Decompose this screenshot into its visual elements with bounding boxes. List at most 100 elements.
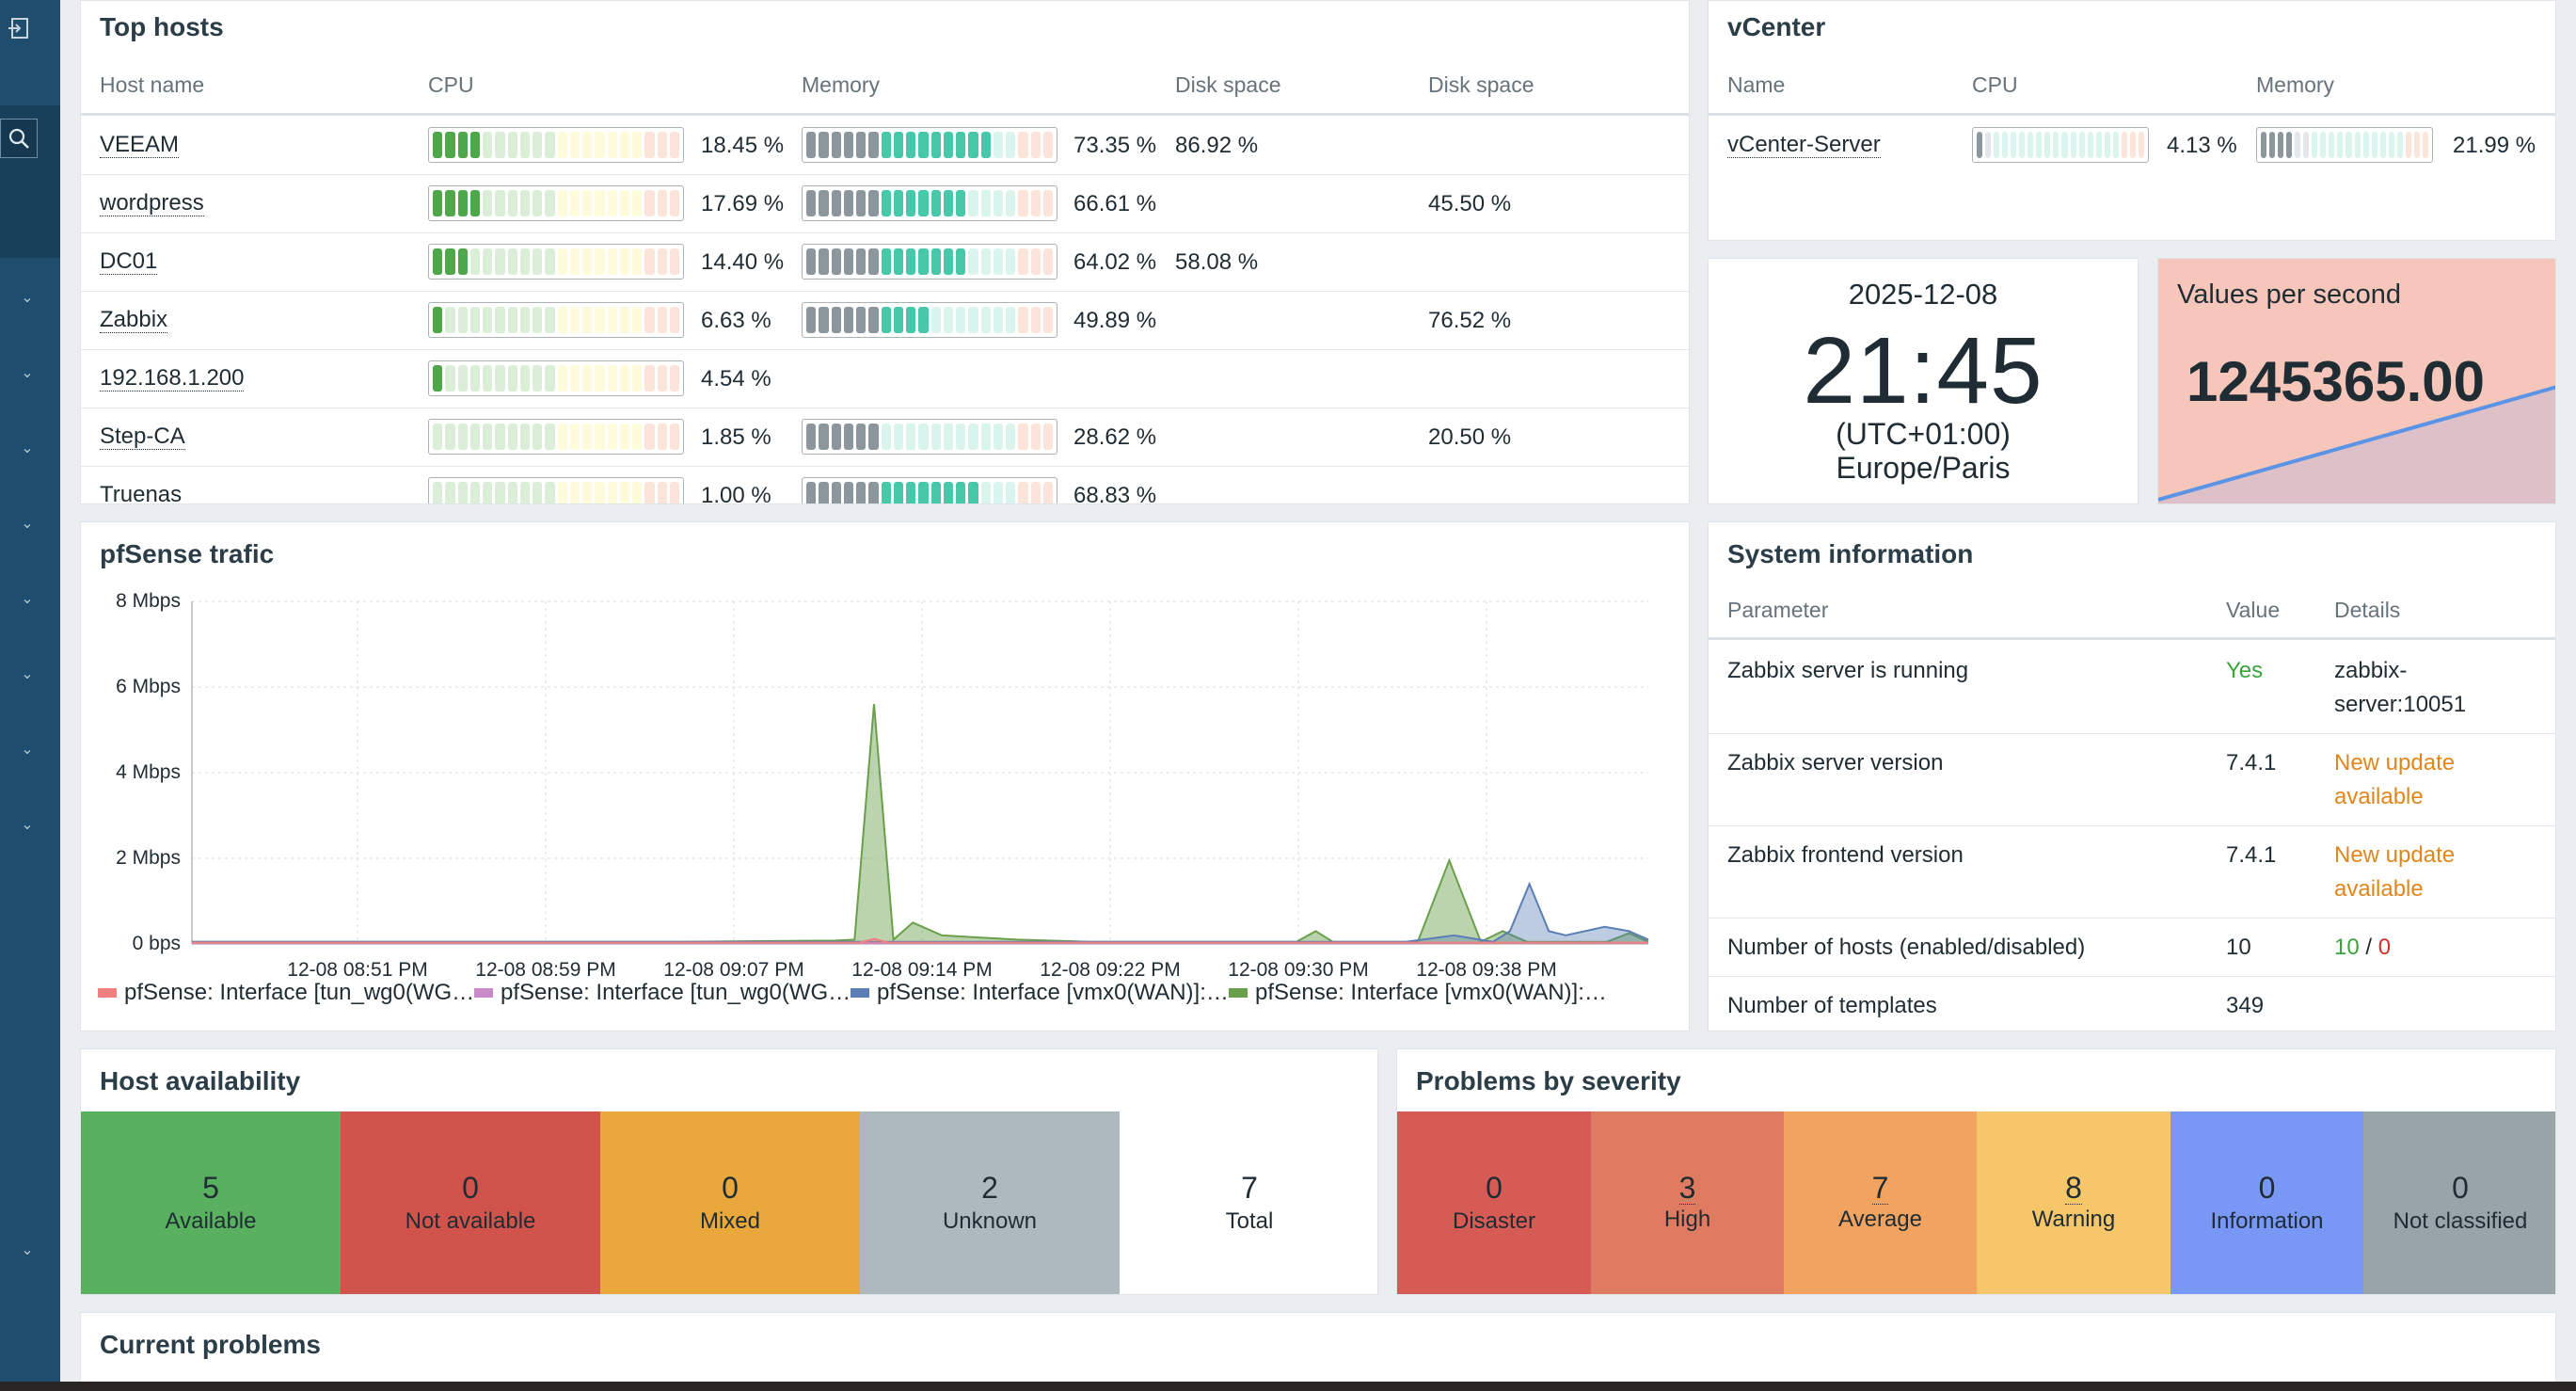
update-link[interactable]: New update available <box>2334 842 2456 902</box>
usage-bar-segment <box>533 482 543 504</box>
legend-item[interactable]: pfSense: Interface [tun_wg0(WG… <box>98 980 474 1006</box>
availability-mixed[interactable]: 0 Mixed <box>600 1111 860 1294</box>
usage-bar-segment <box>819 482 829 504</box>
usage-bar-segment <box>906 248 916 275</box>
chevron-down-icon[interactable]: ⌄ <box>21 290 34 306</box>
severity-high[interactable]: 3 High <box>1591 1111 1784 1294</box>
tile-label: Mixed <box>699 1208 761 1234</box>
usage-bar-segment <box>595 190 605 216</box>
host-name-link[interactable]: 192.168.1.200 <box>100 365 245 392</box>
disk-space-value: 45.50 % <box>1428 191 1512 216</box>
column-header-cpu[interactable]: CPU <box>428 72 474 97</box>
column-header-disk-space[interactable]: Disk space <box>1175 72 1281 97</box>
tile-count[interactable]: 8 <box>2065 1170 2082 1205</box>
header-divider <box>1709 637 2555 640</box>
param-label: Zabbix server is running <box>1727 658 1969 683</box>
host-availability-widget: Host availability 5 Available 0 Not avai… <box>80 1048 1378 1295</box>
usage-bar-segment <box>881 307 891 333</box>
chevron-down-icon[interactable]: ⌄ <box>21 440 34 456</box>
host-name-link[interactable]: VEEAM <box>100 132 180 158</box>
host-name-link[interactable]: Step-CA <box>100 424 185 450</box>
usage-bar-segment <box>582 190 593 216</box>
usage-bar-segment <box>2269 132 2276 158</box>
column-header-cpu[interactable]: CPU <box>1972 72 2018 97</box>
legend-item[interactable]: pfSense: Interface [vmx0(WAN)]:… <box>851 980 1229 1006</box>
update-link[interactable]: New update available <box>2334 750 2456 809</box>
severity-not-classified[interactable]: 0 Not classified <box>2363 1111 2555 1294</box>
chevron-down-icon[interactable]: ⌄ <box>21 666 34 682</box>
usage-bar-segment <box>893 190 903 216</box>
column-header-disk-space[interactable]: Disk space <box>1428 72 1534 97</box>
usage-bar <box>802 127 1057 163</box>
x-tick-label: 12-08 09:38 PM <box>1416 959 1557 981</box>
chevron-down-icon[interactable]: ⌄ <box>21 516 34 532</box>
severity-disaster[interactable]: 0 Disaster <box>1397 1111 1591 1294</box>
chevron-down-icon[interactable]: ⌄ <box>21 817 34 833</box>
availability-unknown[interactable]: 2 Unknown <box>860 1111 1120 1294</box>
search-icon[interactable] <box>0 119 38 158</box>
hosts-enabled: 10 <box>2334 935 2360 960</box>
column-header-name[interactable]: Name <box>1727 72 1786 97</box>
usage-bar-segment <box>644 424 655 450</box>
usage-bar-segment <box>968 190 978 216</box>
usage-bar-segment <box>483 248 493 275</box>
usage-bar-segment <box>906 424 916 450</box>
usage-bar-segment <box>507 365 517 392</box>
usage-bar <box>1972 127 2149 163</box>
legend-item[interactable]: pfSense: Interface [tun_wg0(WG… <box>474 980 851 1006</box>
host-name-link[interactable]: Truenas <box>100 483 182 504</box>
usage-bar-segment <box>1006 190 1016 216</box>
usage-bar-segment <box>930 424 941 450</box>
chevron-down-icon[interactable]: ⌄ <box>21 365 34 381</box>
availability-available[interactable]: 5 Available <box>81 1111 341 1294</box>
chevron-down-icon[interactable]: ⌄ <box>21 742 34 758</box>
values-per-second-value: 1245365.00 <box>2186 350 2485 413</box>
usage-bar-segment <box>806 424 817 450</box>
cpu-value: 17.69 % <box>701 191 785 216</box>
usage-bar-segment <box>2345 132 2352 158</box>
tile-count[interactable]: 3 <box>1678 1170 1696 1205</box>
usage-bar-segment <box>2027 132 2034 158</box>
usage-bar-segment <box>2303 132 2310 158</box>
tile-label: Unknown <box>942 1208 1038 1234</box>
usage-bar-segment <box>433 365 443 392</box>
severity-information[interactable]: 0 Information <box>2171 1111 2363 1294</box>
column-header-memory[interactable]: Memory <box>802 72 881 97</box>
widget-title: Values per second <box>2177 280 2402 310</box>
usage-bar-segment <box>445 307 455 333</box>
legend-swatch <box>98 988 117 998</box>
usage-bar-segment <box>1042 482 1053 504</box>
usage-bar-segment <box>956 190 966 216</box>
usage-bar-segment <box>2362 132 2369 158</box>
column-header-host-name[interactable]: Host name <box>100 72 205 97</box>
host-name-link[interactable]: Zabbix <box>100 307 168 333</box>
series-line <box>192 937 1648 944</box>
host-name-link[interactable]: vCenter-Server <box>1727 132 1881 158</box>
usage-bar-segment <box>1977 132 1983 158</box>
usage-bar-segment <box>819 248 829 275</box>
usage-bar-segment <box>819 424 829 450</box>
usage-bar-segment <box>607 248 617 275</box>
usage-bar <box>802 302 1057 338</box>
availability-not-available[interactable]: 0 Not available <box>341 1111 600 1294</box>
usage-bar-segment <box>545 190 555 216</box>
chevron-down-icon[interactable]: ⌄ <box>21 1242 34 1258</box>
logout-icon[interactable] <box>0 9 38 47</box>
chevron-down-icon[interactable]: ⌄ <box>21 591 34 607</box>
usage-bar-segment <box>906 132 916 158</box>
memory-value: 73.35 % <box>1073 133 1157 158</box>
clock-date: 2025-12-08 <box>1848 278 1998 311</box>
tile-count[interactable]: 7 <box>1871 1170 1889 1205</box>
host-name-link[interactable]: DC01 <box>100 248 158 275</box>
host-name-link[interactable]: wordpress <box>100 190 204 216</box>
usage-bar-segment <box>1018 424 1028 450</box>
legend-item[interactable]: pfSense: Interface [vmx0(WAN)]:… <box>1229 980 1607 1006</box>
usage-bar-segment <box>943 248 953 275</box>
availability-total[interactable]: 7 Total <box>1120 1111 1377 1294</box>
severity-warning[interactable]: 8 Warning <box>1977 1111 2171 1294</box>
usage-bar-segment <box>632 482 643 504</box>
severity-average[interactable]: 7 Average <box>1784 1111 1977 1294</box>
usage-bar-segment <box>595 424 605 450</box>
column-header-memory[interactable]: Memory <box>2256 72 2335 97</box>
tile-count: 0 <box>2258 1171 2276 1205</box>
